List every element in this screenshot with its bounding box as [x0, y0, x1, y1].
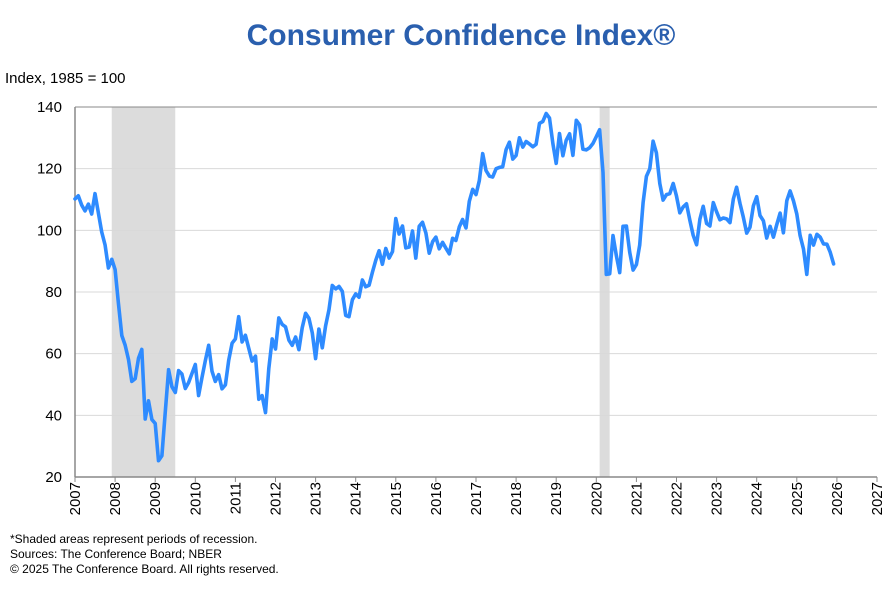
x-tick-label: 2019: [548, 482, 565, 515]
x-tick-label: 2018: [508, 482, 525, 515]
x-tick-label: 2020: [588, 482, 605, 515]
series-line: [73, 111, 836, 463]
chart-title: Consumer Confidence Index®: [247, 19, 676, 52]
footnote-sources: Sources: The Conference Board; NBER: [10, 547, 222, 561]
x-tick-label: 2011: [227, 482, 244, 514]
y-tick-label: 120: [37, 161, 62, 178]
x-tick-label: 2007: [67, 482, 84, 515]
x-tick-label: 2009: [147, 482, 164, 515]
x-tick-label: 2026: [829, 482, 846, 515]
x-tick-label: 2013: [308, 482, 325, 515]
x-tick-label: 2010: [187, 482, 204, 515]
x-tick-label: 2008: [107, 482, 124, 515]
y-axis-label: Index, 1985 = 100: [5, 70, 126, 87]
x-tick-label: 2012: [268, 482, 285, 515]
x-tick-labels: 2007 2008 2009 2010 2011 2012 2013 2014 2015 2016…: [67, 482, 886, 515]
axes: [74, 107, 878, 482]
x-tick-label: 2023: [709, 482, 726, 515]
y-tick-label: 20: [45, 469, 62, 486]
y-tick-label: 60: [45, 346, 62, 363]
y-tick-label: 100: [37, 222, 62, 239]
x-tick-label: 2022: [669, 482, 686, 515]
y-tick-labels: 20 40 60 80 100 120 140: [37, 99, 62, 486]
x-tick-label: 2016: [428, 482, 445, 515]
x-tick-label: 2024: [749, 482, 766, 515]
footnote-recession: *Shaded areas represent periods of reces…: [10, 532, 257, 546]
y-tick-label: 80: [45, 284, 62, 301]
x-tick-label: 2027: [869, 482, 886, 515]
x-tick-label: 2017: [468, 482, 485, 515]
x-tick-label: 2025: [789, 482, 806, 515]
footnote-copyright: © 2025 The Conference Board. All rights …: [10, 562, 279, 576]
x-tick-label: 2015: [388, 482, 405, 515]
y-tick-label: 140: [37, 99, 62, 116]
x-tick-label: 2021: [628, 482, 645, 515]
x-tick-label: 2014: [348, 482, 365, 515]
y-tick-label: 40: [45, 407, 62, 424]
